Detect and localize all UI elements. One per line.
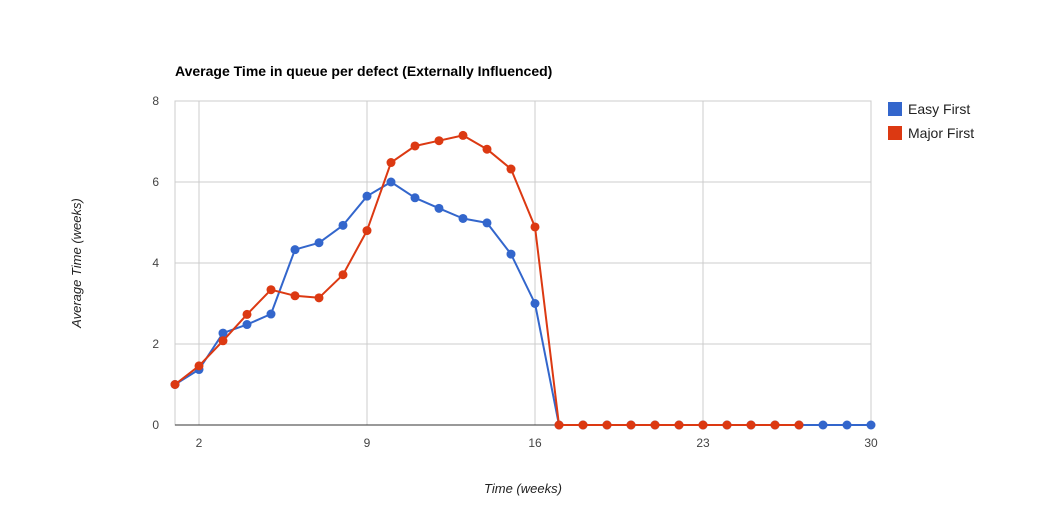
- x-tick-label: 16: [528, 436, 542, 450]
- data-point: [218, 328, 228, 338]
- data-point: [626, 420, 636, 430]
- legend-swatch: [888, 126, 902, 140]
- data-point: [770, 420, 780, 430]
- legend-label: Easy First: [908, 101, 970, 117]
- data-point: [410, 193, 420, 203]
- data-point: [434, 203, 444, 213]
- chart-gridlines: [174, 100, 872, 426]
- data-point: [242, 320, 252, 330]
- data-point: [338, 220, 348, 230]
- y-tick-label: 8: [152, 94, 159, 108]
- data-point: [482, 144, 492, 154]
- data-point: [674, 420, 684, 430]
- data-point: [506, 249, 516, 259]
- data-point: [794, 420, 804, 430]
- data-point: [722, 420, 732, 430]
- legend-label: Major First: [908, 125, 974, 141]
- data-point: [362, 226, 372, 236]
- data-point: [698, 420, 708, 430]
- data-point: [314, 293, 324, 303]
- series-line: [174, 181, 871, 426]
- chart-title: Average Time in queue per defect (Extern…: [175, 63, 552, 79]
- data-point: [434, 136, 444, 146]
- data-point: [266, 285, 276, 295]
- legend-swatch: [888, 102, 902, 116]
- data-point: [242, 309, 252, 319]
- data-point: [314, 238, 324, 248]
- data-point: [866, 420, 876, 430]
- chart-legend: Easy First Major First: [888, 101, 974, 141]
- data-point: [386, 177, 396, 187]
- data-point: [554, 420, 564, 430]
- chart-series: [170, 130, 876, 430]
- x-tick-label: 30: [864, 436, 878, 450]
- y-axis-title: Average Time (weeks): [69, 198, 84, 329]
- data-point: [458, 213, 468, 223]
- data-point: [290, 245, 300, 255]
- y-tick-label: 4: [152, 256, 159, 270]
- data-point: [410, 141, 420, 151]
- data-point: [266, 309, 276, 319]
- x-tick-label: 2: [196, 436, 203, 450]
- data-point: [458, 130, 468, 140]
- series-line: [174, 134, 799, 426]
- y-tick-label: 6: [152, 175, 159, 189]
- x-tick-label: 23: [696, 436, 710, 450]
- data-point: [170, 380, 180, 389]
- data-point: [818, 420, 828, 430]
- y-axis-ticks: 0 2 4 6 8: [152, 94, 159, 432]
- x-axis-title: Time (weeks): [484, 481, 562, 496]
- data-point: [842, 420, 852, 430]
- data-point: [506, 164, 516, 174]
- x-tick-label: 9: [364, 436, 371, 450]
- data-point: [530, 299, 540, 308]
- data-point: [578, 420, 588, 430]
- data-point: [218, 336, 228, 346]
- data-point: [650, 420, 660, 430]
- data-point: [362, 191, 372, 201]
- data-point: [746, 420, 756, 430]
- data-point: [602, 420, 612, 430]
- series-1: [170, 130, 804, 430]
- data-point: [338, 270, 348, 280]
- x-axis-ticks: 2 9 16 23 30: [196, 436, 878, 450]
- data-point: [194, 361, 204, 371]
- y-tick-label: 2: [152, 337, 159, 351]
- data-point: [530, 222, 540, 232]
- y-tick-label: 0: [152, 418, 159, 432]
- series-0: [170, 177, 876, 430]
- data-point: [482, 218, 492, 228]
- data-point: [290, 291, 300, 301]
- data-point: [386, 158, 396, 168]
